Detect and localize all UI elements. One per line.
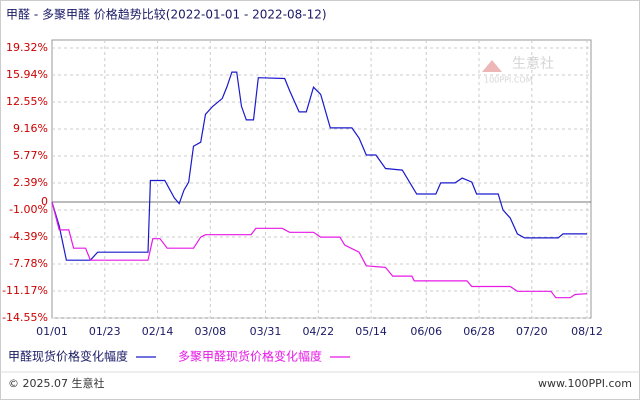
y-tick-label: -1.00% bbox=[9, 203, 48, 216]
chart-title: 甲醛 - 多聚甲醛 价格趋势比较(2022-01-01 - 2022-08-12… bbox=[6, 7, 327, 22]
x-tick-label: 06/28 bbox=[463, 325, 495, 338]
footer-left: © 2025.07 生意社 bbox=[8, 376, 104, 390]
watermark-text: 生意社 bbox=[512, 55, 554, 72]
series-line bbox=[51, 71, 587, 261]
y-tick-label: 12.55% bbox=[6, 95, 48, 108]
x-tick-label: 05/14 bbox=[355, 325, 387, 338]
watermark: 生意社 100PPI.COM bbox=[482, 55, 554, 85]
x-tick-label: 03/08 bbox=[194, 325, 226, 338]
y-tick-label: -14.55% bbox=[2, 311, 48, 324]
x-tick-label: 04/22 bbox=[302, 325, 334, 338]
x-tick-label: 06/06 bbox=[410, 325, 442, 338]
y-tick-label: 5.77% bbox=[13, 149, 48, 162]
x-tick-label: 08/12 bbox=[571, 325, 603, 338]
y-tick-label: 2.39% bbox=[13, 176, 48, 189]
y-tick-label: 0 bbox=[41, 195, 48, 208]
watermark-url: 100PPI.COM bbox=[484, 76, 533, 85]
series-line bbox=[51, 201, 588, 299]
x-tick-label: 01/23 bbox=[89, 325, 121, 338]
legend-label: 甲醛现货价格变化幅度 bbox=[8, 349, 128, 364]
x-tick-label: 07/20 bbox=[516, 325, 548, 338]
y-tick-label: 15.94% bbox=[6, 68, 48, 81]
y-tick-label: 9.16% bbox=[13, 122, 48, 135]
y-tick-label: -7.78% bbox=[9, 257, 48, 270]
legend-label: 多聚甲醛现货价格变化幅度 bbox=[178, 349, 322, 364]
x-tick-label: 02/14 bbox=[142, 325, 174, 338]
y-tick-label: -11.17% bbox=[2, 284, 48, 297]
x-tick-label: 03/31 bbox=[250, 325, 282, 338]
y-tick-label: 19.32% bbox=[6, 41, 48, 54]
watermark-logo bbox=[482, 60, 502, 72]
plot-area bbox=[51, 39, 592, 319]
y-tick-label: -4.39% bbox=[9, 230, 48, 243]
x-tick-label: 01/01 bbox=[36, 325, 68, 338]
footer-right: www.100PPI.com bbox=[538, 377, 632, 390]
